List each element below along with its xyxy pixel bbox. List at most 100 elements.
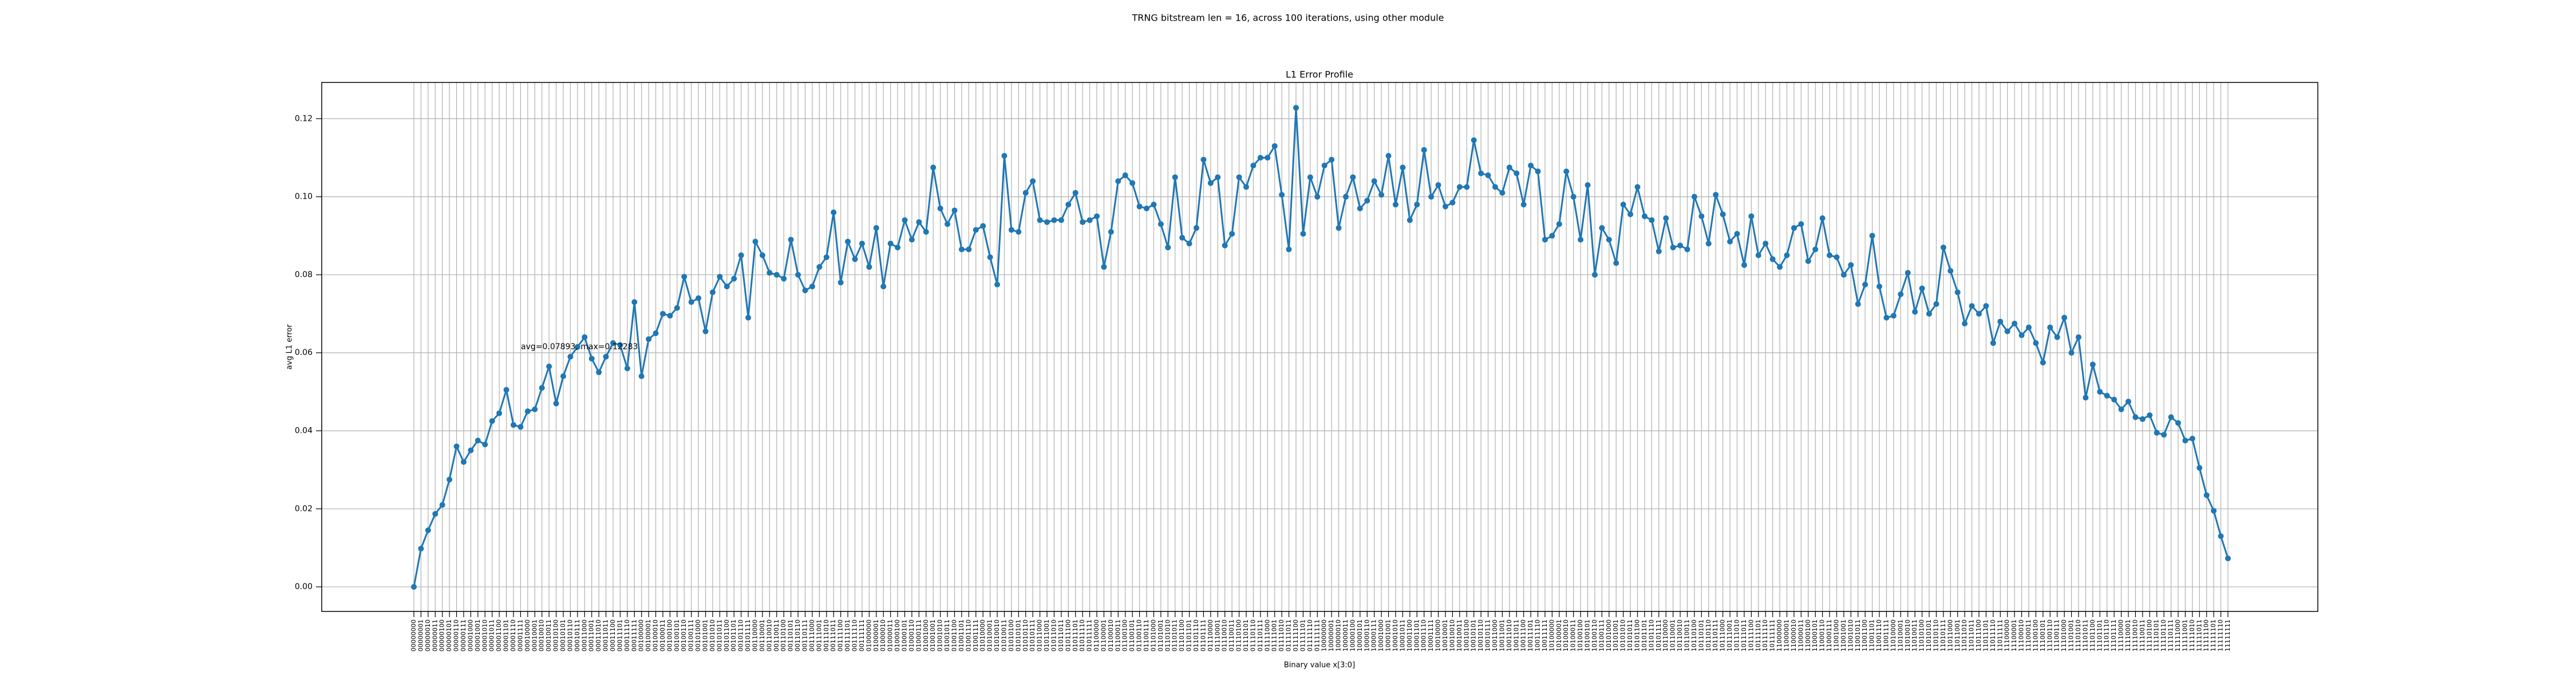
data-point	[1983, 303, 1989, 309]
x-tick-label: 00000101	[445, 619, 453, 652]
x-tick-label: 10001110	[1420, 619, 1428, 652]
y-axis-label: avg L1 error	[286, 324, 294, 370]
x-tick-label: 00011010	[595, 619, 602, 652]
x-tick-label: 01000000	[865, 619, 872, 652]
data-point	[773, 271, 780, 278]
data-point	[1919, 285, 1925, 291]
x-tick-label: 10000100	[1349, 619, 1356, 652]
x-tick-label: 00010010	[538, 619, 546, 652]
x-tick-label: 11110000	[2117, 619, 2125, 652]
data-point	[1357, 206, 1363, 212]
x-tick-label: 11111101	[2210, 619, 2217, 652]
data-point	[1115, 178, 1121, 184]
x-tick-label: 11101001	[2068, 619, 2075, 652]
x-tick-label: 01010101	[1014, 619, 1022, 652]
data-point	[475, 437, 481, 444]
data-point	[1520, 202, 1527, 208]
data-point	[1834, 254, 1840, 260]
data-point	[1250, 163, 1257, 169]
x-tick-label: 10011111	[1541, 619, 1548, 652]
data-point	[2125, 398, 2132, 405]
data-point	[852, 256, 858, 262]
data-point	[696, 295, 702, 301]
x-tick-label: 00100000	[638, 619, 645, 652]
x-tick-label: 00001100	[495, 619, 503, 652]
x-tick-label: 11110111	[2167, 619, 2175, 652]
data-point	[688, 299, 694, 305]
x-tick-label: 01011000	[1036, 619, 1044, 652]
x-tick-label: 01110110	[1249, 619, 1257, 652]
x-tick-label: 11000101	[1811, 619, 1819, 652]
data-point	[908, 236, 915, 243]
plot-frame	[321, 82, 2318, 612]
data-line	[413, 108, 2229, 587]
x-tick-label: 10000110	[1363, 619, 1370, 652]
data-point	[1243, 184, 1250, 190]
x-tick-label: 11010011	[1911, 619, 1918, 652]
data-point	[432, 511, 438, 517]
data-point	[582, 334, 588, 340]
data-point	[1186, 240, 1192, 247]
data-point	[1129, 180, 1136, 186]
data-point	[1514, 170, 1520, 176]
data-point	[1086, 217, 1093, 223]
y-tick-label: 0.06	[295, 348, 313, 357]
x-tick-label: 11101010	[2075, 619, 2082, 652]
x-tick-label: 01011001	[1043, 619, 1050, 652]
x-tick-label: 00100110	[680, 619, 688, 652]
data-point	[1492, 184, 1498, 190]
x-tick-label: 00101010	[709, 619, 716, 652]
x-tick-label: 01101000	[1149, 619, 1157, 652]
x-tick-label: 01111110	[1306, 619, 1314, 652]
x-tick-label: 10110000	[1662, 619, 1669, 652]
x-tick-label: 11010001	[1897, 619, 1904, 652]
x-tick-label: 11001001	[1840, 619, 1847, 652]
data-point	[1499, 189, 1506, 196]
x-tick-label: 00101000	[694, 619, 702, 652]
data-point	[1321, 163, 1327, 169]
data-point	[717, 274, 723, 280]
data-point	[1976, 311, 1982, 317]
data-point	[1080, 219, 1086, 225]
x-tick-label: 10010101	[1470, 619, 1477, 652]
x-tick-label: 11001111	[1882, 619, 1890, 652]
data-point	[510, 422, 516, 428]
data-point	[1478, 170, 1484, 176]
data-point	[731, 275, 737, 282]
data-point	[1570, 194, 1577, 200]
data-point	[1606, 236, 1612, 243]
data-point	[1435, 182, 1441, 188]
x-tick-label: 10011000	[1491, 619, 1499, 652]
data-point	[553, 400, 559, 406]
x-tick-label: 00010101	[559, 619, 567, 652]
x-tick-label: 00110110	[794, 619, 801, 652]
x-tick-label: 01110101	[1242, 619, 1250, 652]
x-tick-label: 01100101	[1128, 619, 1136, 652]
data-point	[1350, 174, 1356, 180]
data-point	[2076, 334, 2082, 340]
data-point	[1634, 184, 1641, 190]
x-tick-label: 01111011	[1285, 619, 1293, 652]
data-point	[2104, 393, 2110, 399]
data-point	[1257, 155, 1263, 161]
data-point	[951, 207, 958, 214]
data-point	[2018, 332, 2025, 338]
data-point	[966, 246, 972, 252]
data-point	[567, 354, 574, 360]
x-tick-label: 00000000	[410, 619, 417, 652]
data-point	[1016, 228, 1022, 235]
x-tick-label: 11001000	[1832, 619, 1840, 652]
data-point	[745, 314, 752, 321]
data-point	[895, 244, 901, 251]
x-tick-label: 10100001	[1555, 619, 1563, 652]
data-point	[752, 239, 758, 245]
data-point	[1869, 232, 1875, 239]
x-tick-label: 10100100	[1577, 619, 1584, 652]
data-point	[1101, 264, 1107, 270]
data-point	[1947, 268, 1954, 274]
x-tick-label: 00010110	[566, 619, 574, 652]
x-tick-label: 11110101	[2153, 619, 2160, 652]
x-tick-label: 10111011	[1740, 619, 1748, 652]
data-point	[1456, 184, 1463, 190]
x-tick-label: 11011100	[1975, 619, 1982, 652]
